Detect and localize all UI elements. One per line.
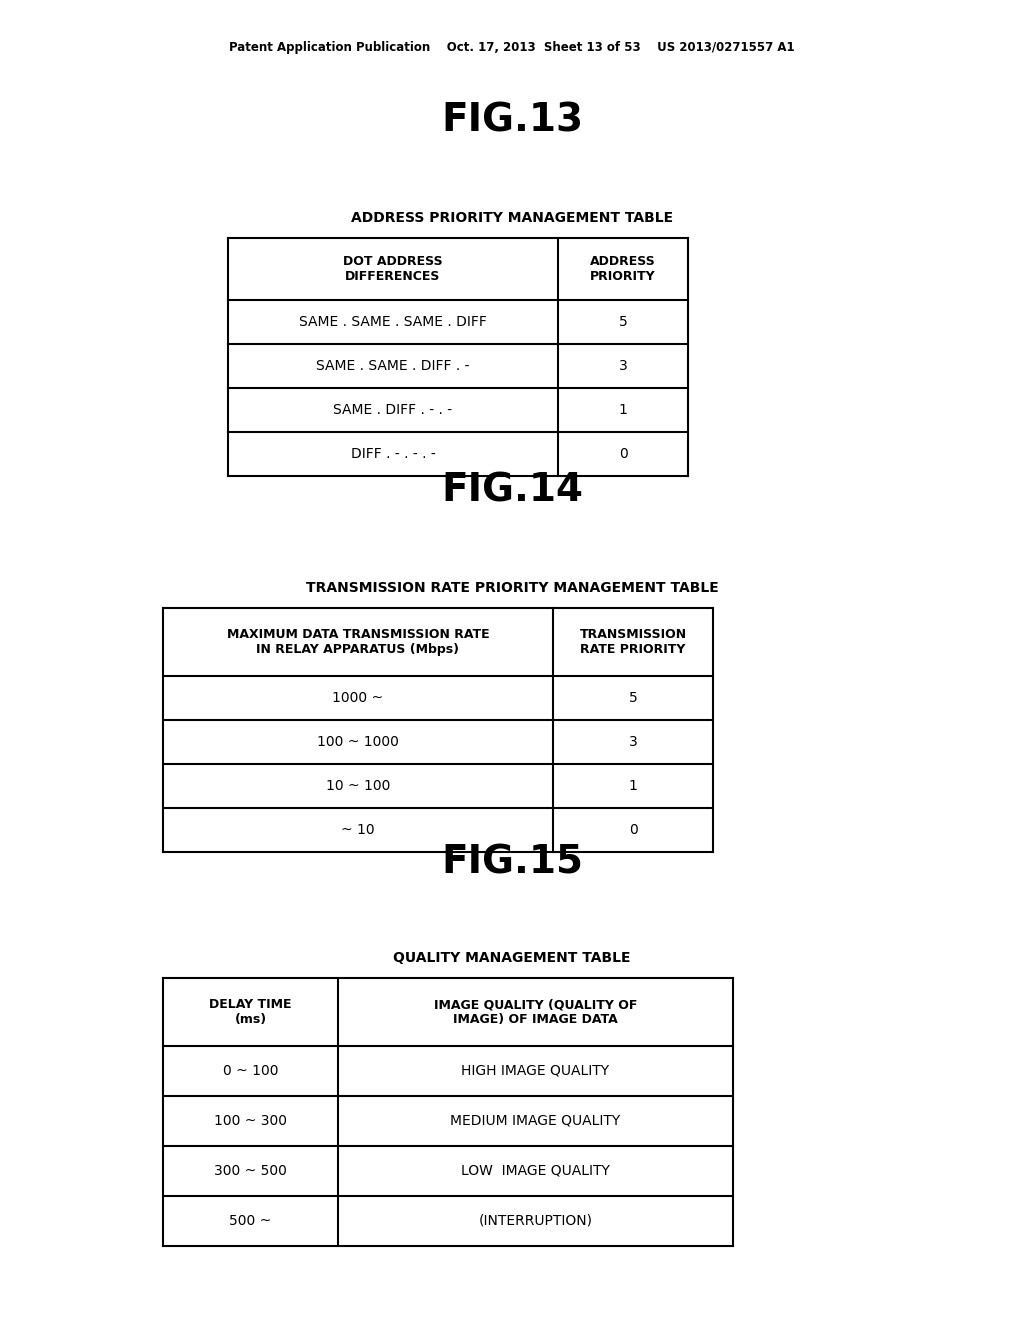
Text: 0 ~ 100: 0 ~ 100 bbox=[223, 1064, 279, 1078]
Text: 5: 5 bbox=[618, 315, 628, 329]
Text: DIFF . - . - . -: DIFF . - . - . - bbox=[350, 447, 435, 461]
Text: SAME . SAME . DIFF . -: SAME . SAME . DIFF . - bbox=[316, 359, 470, 374]
Text: 500 ~: 500 ~ bbox=[229, 1214, 271, 1228]
Text: FIG.15: FIG.15 bbox=[441, 843, 583, 880]
Text: 1: 1 bbox=[629, 779, 637, 793]
Text: DELAY TIME
(ms): DELAY TIME (ms) bbox=[209, 998, 292, 1026]
Text: MAXIMUM DATA TRANSMISSION RATE
IN RELAY APPARATUS (Mbps): MAXIMUM DATA TRANSMISSION RATE IN RELAY … bbox=[226, 628, 489, 656]
Text: FIG.13: FIG.13 bbox=[441, 102, 583, 139]
Text: SAME . SAME . SAME . DIFF: SAME . SAME . SAME . DIFF bbox=[299, 315, 487, 329]
Text: 0: 0 bbox=[629, 822, 637, 837]
Text: TRANSMISSION RATE PRIORITY MANAGEMENT TABLE: TRANSMISSION RATE PRIORITY MANAGEMENT TA… bbox=[305, 581, 719, 595]
Text: 100 ~ 300: 100 ~ 300 bbox=[214, 1114, 287, 1129]
Text: ADDRESS
PRIORITY: ADDRESS PRIORITY bbox=[590, 255, 656, 282]
Text: HIGH IMAGE QUALITY: HIGH IMAGE QUALITY bbox=[462, 1064, 609, 1078]
Text: IMAGE QUALITY (QUALITY OF
IMAGE) OF IMAGE DATA: IMAGE QUALITY (QUALITY OF IMAGE) OF IMAG… bbox=[434, 998, 637, 1026]
Text: 3: 3 bbox=[618, 359, 628, 374]
Text: 10 ~ 100: 10 ~ 100 bbox=[326, 779, 390, 793]
Text: 1: 1 bbox=[618, 403, 628, 417]
Text: 1000 ~: 1000 ~ bbox=[333, 690, 384, 705]
Text: 300 ~ 500: 300 ~ 500 bbox=[214, 1164, 287, 1177]
Text: 100 ~ 1000: 100 ~ 1000 bbox=[317, 735, 399, 748]
Text: FIG.14: FIG.14 bbox=[441, 471, 583, 510]
Text: DOT ADDRESS
DIFFERENCES: DOT ADDRESS DIFFERENCES bbox=[343, 255, 442, 282]
Text: 0: 0 bbox=[618, 447, 628, 461]
Text: ~ 10: ~ 10 bbox=[341, 822, 375, 837]
Text: LOW  IMAGE QUALITY: LOW IMAGE QUALITY bbox=[461, 1164, 610, 1177]
Text: QUALITY MANAGEMENT TABLE: QUALITY MANAGEMENT TABLE bbox=[393, 950, 631, 965]
Text: 3: 3 bbox=[629, 735, 637, 748]
Text: ADDRESS PRIORITY MANAGEMENT TABLE: ADDRESS PRIORITY MANAGEMENT TABLE bbox=[351, 211, 673, 224]
Text: Patent Application Publication    Oct. 17, 2013  Sheet 13 of 53    US 2013/02715: Patent Application Publication Oct. 17, … bbox=[229, 41, 795, 54]
Text: SAME . DIFF . - . -: SAME . DIFF . - . - bbox=[334, 403, 453, 417]
Text: MEDIUM IMAGE QUALITY: MEDIUM IMAGE QUALITY bbox=[451, 1114, 621, 1129]
Text: 5: 5 bbox=[629, 690, 637, 705]
Text: (INTERRUPTION): (INTERRUPTION) bbox=[478, 1214, 593, 1228]
Text: TRANSMISSION
RATE PRIORITY: TRANSMISSION RATE PRIORITY bbox=[580, 628, 686, 656]
